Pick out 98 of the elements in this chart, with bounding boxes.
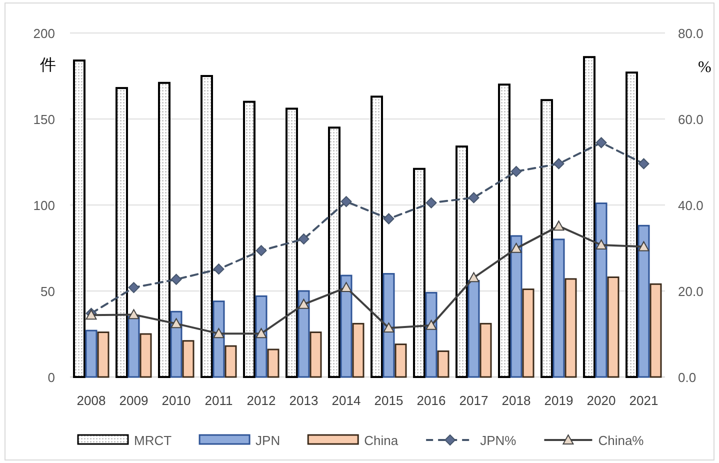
bar [85, 330, 98, 378]
bar [437, 350, 450, 378]
bar [158, 82, 170, 378]
bar [328, 126, 340, 378]
bar [456, 146, 468, 378]
x-tick-label: 2008 [76, 393, 106, 408]
legend-label: MRCT [134, 433, 172, 448]
point [596, 137, 607, 148]
y2-axis-title: % [698, 59, 712, 76]
bar [255, 295, 268, 378]
point [468, 192, 480, 204]
point [128, 309, 140, 320]
bar [200, 75, 213, 378]
point [256, 245, 267, 256]
x-tick-label: 2019 [544, 393, 574, 408]
legend-label: JPN [256, 433, 280, 448]
x-tick-label: 2013 [289, 393, 318, 408]
y2-tick-label: 20.0 [678, 284, 704, 299]
bar [182, 340, 194, 378]
bar [224, 345, 237, 378]
bar [498, 84, 510, 378]
point [170, 318, 182, 328]
bar [382, 273, 395, 378]
y-tick-label: 50 [40, 284, 55, 299]
point [213, 328, 224, 338]
bar [607, 276, 620, 378]
bar [413, 168, 426, 378]
point [510, 242, 522, 253]
bar [352, 322, 364, 378]
bar [510, 235, 522, 378]
point [170, 274, 182, 285]
x-tick-label: 2016 [416, 393, 446, 408]
bar [626, 72, 638, 378]
point [510, 166, 522, 177]
y-tick-label: 200 [33, 26, 55, 41]
point [298, 233, 310, 244]
bar [425, 292, 438, 378]
bar [267, 348, 280, 378]
bar [650, 283, 662, 378]
y-tick-label: 100 [33, 198, 55, 213]
bar [243, 100, 256, 378]
point [468, 272, 480, 282]
y-tick-label: 150 [33, 112, 55, 127]
y-axis-title: 件 [40, 57, 56, 74]
x-tick-label: 2009 [119, 393, 148, 408]
point [213, 264, 224, 275]
legend-label: JPN% [480, 433, 517, 448]
x-tick-label: 2010 [162, 393, 191, 408]
bar [552, 238, 565, 378]
x-tick-label: 2021 [629, 393, 658, 408]
bar [564, 278, 577, 378]
bar [540, 99, 553, 378]
legend-label: China% [598, 433, 644, 448]
x-tick-label: 2011 [204, 393, 233, 408]
bar [128, 316, 140, 378]
x-tick-label: 2014 [332, 393, 361, 408]
point [383, 213, 394, 224]
bar [140, 333, 152, 378]
bar [286, 108, 298, 378]
bar [340, 274, 352, 378]
bar [298, 290, 310, 378]
bar [212, 300, 225, 378]
point [638, 241, 650, 252]
point [596, 239, 607, 250]
point [426, 197, 437, 208]
point [638, 158, 650, 170]
y-tick-label: 0 [48, 370, 55, 385]
y2-tick-label: 80.0 [678, 26, 704, 41]
bar [310, 332, 322, 378]
bar [116, 87, 128, 378]
point [128, 282, 140, 294]
bar [638, 224, 650, 378]
bar [370, 96, 383, 378]
x-tick-label: 2015 [374, 393, 404, 408]
x-tick-label: 2020 [586, 393, 616, 408]
bar [73, 60, 86, 378]
x-tick-label: 2012 [246, 393, 276, 408]
bar [480, 322, 492, 378]
x-tick-label: 2017 [459, 393, 488, 408]
bar [97, 332, 110, 378]
bar [394, 344, 407, 378]
bar [522, 288, 534, 378]
y2-tick-label: 0.0 [678, 370, 696, 385]
bar [583, 56, 596, 378]
bar [595, 202, 608, 378]
x-tick-label: 2018 [502, 393, 531, 408]
bar [468, 280, 480, 378]
y2-tick-label: 60.0 [678, 112, 704, 127]
point [383, 322, 394, 332]
y2-tick-label: 40.0 [678, 198, 704, 213]
legend-label: China [364, 433, 399, 448]
point [298, 298, 310, 309]
point [340, 196, 352, 208]
point [553, 220, 564, 231]
point [340, 282, 352, 292]
point [426, 320, 437, 330]
point [553, 158, 564, 170]
point [256, 328, 267, 338]
